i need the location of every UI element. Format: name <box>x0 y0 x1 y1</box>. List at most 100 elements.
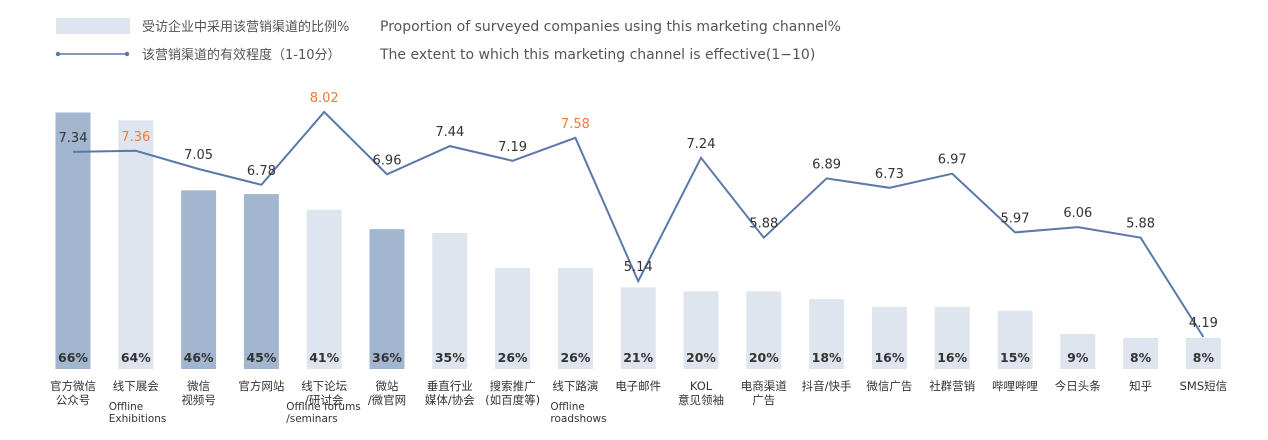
bar-3 <box>243 194 279 369</box>
line-value-label-3: 6.78 <box>247 164 276 179</box>
line-value-label-16: 6.06 <box>1063 206 1092 221</box>
bar-value-label-4: 41% <box>309 350 339 365</box>
bar-value-label-18: 8% <box>1193 350 1215 365</box>
line-value-label-1: 7.36 <box>121 130 150 145</box>
line-value-label-7: 7.19 <box>498 140 527 155</box>
category-en-label-8-0: Offline <box>550 401 584 413</box>
bar-4 <box>306 209 342 369</box>
line-value-label-8: 7.58 <box>561 117 590 132</box>
bar-18 <box>1185 337 1221 369</box>
category-label-0-0: 官方微信 <box>50 379 96 393</box>
bar-value-label-16: 9% <box>1067 350 1089 365</box>
category-label-17-0: 知乎 <box>1129 379 1152 393</box>
line-value-label-5: 6.96 <box>373 153 402 168</box>
category-label-3-0: 官方网站 <box>238 379 284 393</box>
category-label-16-0: 今日头条 <box>1055 379 1101 393</box>
line-value-label-12: 6.89 <box>812 157 841 172</box>
legend-line-label-cn: 该营销渠道的有效程度（1-10分） <box>142 47 341 63</box>
bar-16 <box>1060 334 1096 369</box>
category-label-10-1: 意见领袖 <box>678 393 724 407</box>
category-label-6-0: 垂直行业 <box>427 379 473 393</box>
bar-value-label-13: 16% <box>874 350 904 365</box>
category-label-13-0: 微信广告 <box>866 379 912 393</box>
line-series <box>72 110 1205 338</box>
category-label-1-0: 线下展会 <box>113 379 159 393</box>
line-value-label-17: 5.88 <box>1126 217 1155 232</box>
bar-9 <box>620 287 656 369</box>
category-en-label-4-0: Offline forums <box>286 401 361 413</box>
legend-bar-label-cn: 受访企业中采用该营销渠道的比例% <box>142 19 349 35</box>
category-en-label-1-1: Exhibitions <box>109 413 167 425</box>
bar-0 <box>55 112 91 369</box>
category-label-9-0: 电子邮件 <box>615 379 661 393</box>
line-value-label-2: 7.05 <box>184 148 213 163</box>
category-label-7-1: (如百度等) <box>485 393 540 407</box>
line-value-label-11: 5.88 <box>749 217 778 232</box>
line-value-label-10: 7.24 <box>687 137 716 152</box>
bar-8 <box>557 268 593 369</box>
category-label-14-0: 社群营销 <box>929 379 975 393</box>
bar-value-label-1: 64% <box>121 350 151 365</box>
category-label-6-1: 媒体/协会 <box>425 393 475 407</box>
bar-value-label-6: 35% <box>435 350 465 365</box>
legend: 受访企业中采用该营销渠道的比例% Proportion of surveyed … <box>55 18 841 63</box>
legend-bar-label-en: Proportion of surveyed companies using t… <box>380 19 841 35</box>
line-value-labels: 7.34 7.36 7.05 6.78 8.02 6.96 7.44 7.19 7.58 5.14… <box>59 91 1218 331</box>
bar-value-label-3: 45% <box>246 350 276 365</box>
bar-value-labels: 66% 64% 46% 45% 41% 36% 35% 26% 26% 21% 20% 20% 18% 1… <box>58 350 1214 365</box>
legend-bar-swatch <box>56 18 130 34</box>
legend-line-label-en: The extent to which this marketing chann… <box>379 47 815 63</box>
bar-value-label-12: 18% <box>812 350 842 365</box>
bar-value-label-8: 26% <box>560 350 590 365</box>
category-label-11-1: 广告 <box>752 393 775 407</box>
category-label-4-1: /研讨会 <box>305 393 344 407</box>
line-value-label-0: 7.34 <box>59 131 88 146</box>
bar-7 <box>495 268 531 369</box>
bar-value-label-14: 16% <box>937 350 967 365</box>
bar-value-label-11: 20% <box>749 350 779 365</box>
category-en-label-1-0: Offline <box>109 401 143 413</box>
category-label-8-0: 线下路演 <box>552 379 598 393</box>
bar-1 <box>118 120 154 369</box>
category-label-5-0: 微站 <box>376 379 399 393</box>
category-en-label-8-1: roadshows <box>550 413 606 425</box>
bar-10 <box>683 291 719 369</box>
bar-6 <box>432 233 468 369</box>
bar-series <box>55 112 1221 369</box>
category-label-11-0: 电商渠道 <box>741 379 787 393</box>
bar-value-label-7: 26% <box>498 350 528 365</box>
category-label-10-0: KOL <box>690 379 713 393</box>
bar-17 <box>1123 337 1159 369</box>
effectiveness-line <box>72 110 1205 338</box>
line-value-label-13: 6.73 <box>875 167 904 182</box>
category-label-18-0: SMS短信 <box>1180 379 1228 393</box>
category-label-15-0: 哔哩哔哩 <box>992 379 1038 393</box>
category-label-0-1: 公众号 <box>56 393 91 407</box>
bar-14 <box>934 306 970 369</box>
category-label-4-0: 线下论坛 <box>301 379 347 393</box>
category-en-label-4-1: /seminars <box>286 413 338 425</box>
bar-15 <box>997 310 1033 369</box>
legend-line-dot-left <box>55 51 61 57</box>
line-value-label-14: 6.97 <box>938 153 967 168</box>
category-label-5-1: /微官网 <box>368 393 406 407</box>
bar-12 <box>809 299 845 369</box>
category-label-2-0: 微信 <box>187 379 210 393</box>
bar-11 <box>746 291 782 369</box>
line-value-label-4: 8.02 <box>310 91 339 106</box>
bar-5 <box>369 229 405 369</box>
bar-value-label-5: 36% <box>372 350 402 365</box>
category-label-7-0: 搜索推广 <box>490 379 536 393</box>
bar-value-label-17: 8% <box>1130 350 1152 365</box>
category-label-12-0: 抖音/快手 <box>802 379 852 393</box>
bar-value-label-9: 21% <box>623 350 653 365</box>
line-value-label-9: 5.14 <box>624 260 653 275</box>
bar-13 <box>871 306 907 369</box>
bar-value-label-15: 15% <box>1000 350 1030 365</box>
line-value-label-18: 4.19 <box>1189 316 1218 331</box>
legend-line-dot-right <box>124 51 130 57</box>
category-label-2-1: 视频号 <box>181 393 216 407</box>
